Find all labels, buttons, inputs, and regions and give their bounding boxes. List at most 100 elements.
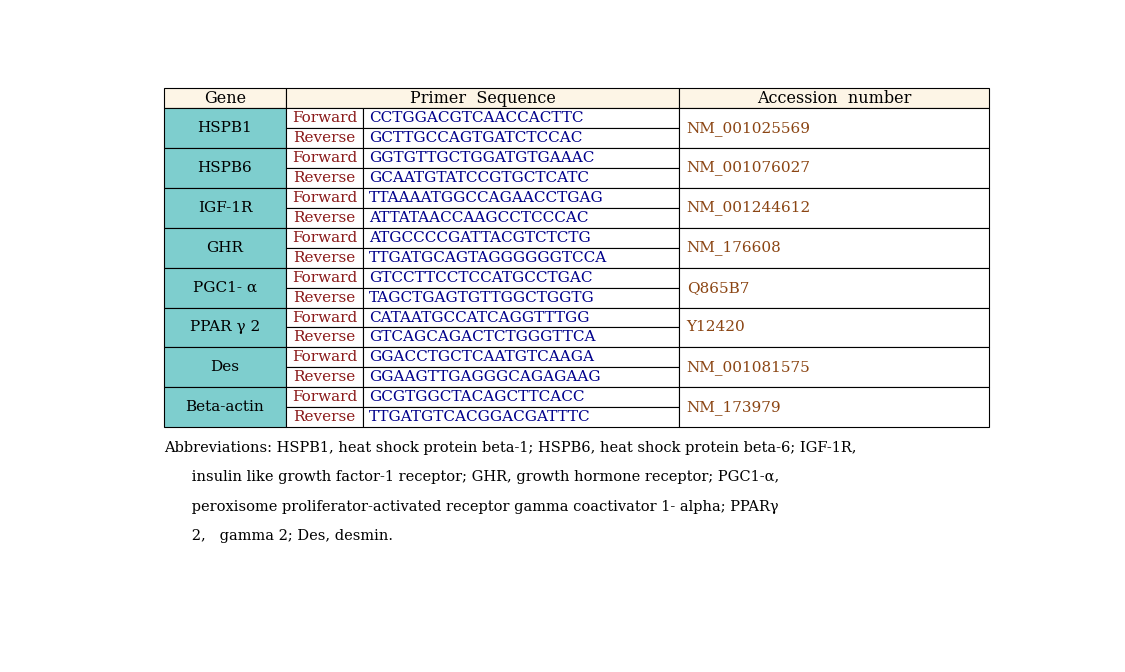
Text: GCAATGTATCCGTGCTCATC: GCAATGTATCCGTGCTCATC	[369, 171, 590, 185]
Text: Reverse: Reverse	[294, 131, 356, 145]
Text: TTGATGCAGTAGGGGGGTCCA: TTGATGCAGTAGGGGGGTCCA	[369, 251, 608, 265]
Bar	[164, 88, 286, 108]
Bar	[362, 168, 678, 188]
Text: Reverse: Reverse	[294, 370, 356, 384]
Bar	[286, 88, 678, 108]
Bar	[678, 387, 989, 427]
Text: Y12420: Y12420	[686, 321, 746, 335]
Text: insulin like growth factor-1 receptor; GHR, growth hormone receptor; PGC1-α,: insulin like growth factor-1 receptor; G…	[164, 470, 780, 485]
Bar	[286, 368, 362, 387]
Text: GHR: GHR	[207, 241, 243, 255]
Bar	[362, 228, 678, 248]
Text: CATAATGCCATCAGGTTTGG: CATAATGCCATCAGGTTTGG	[369, 310, 590, 325]
Text: Forward: Forward	[291, 271, 357, 285]
Bar	[362, 407, 678, 427]
Bar	[164, 347, 286, 387]
Text: PPAR γ 2: PPAR γ 2	[190, 321, 260, 335]
Bar	[286, 188, 362, 208]
Bar	[678, 228, 989, 267]
Bar	[678, 108, 989, 148]
Text: Reverse: Reverse	[294, 410, 356, 424]
Text: Forward: Forward	[291, 112, 357, 125]
Text: Forward: Forward	[291, 191, 357, 205]
Text: NM_001081575: NM_001081575	[686, 360, 810, 375]
Bar	[286, 128, 362, 148]
Text: GGACCTGCTCAATGTCAAGA: GGACCTGCTCAATGTCAAGA	[369, 350, 594, 364]
Text: GCGTGGCTACAGCTTCACC: GCGTGGCTACAGCTTCACC	[369, 390, 585, 405]
Bar	[286, 148, 362, 168]
Text: Primer  Sequence: Primer Sequence	[410, 90, 556, 107]
Text: GGTGTTGCTGGATGTGAAAC: GGTGTTGCTGGATGTGAAAC	[369, 151, 594, 165]
Text: NM_176608: NM_176608	[686, 241, 782, 255]
Bar	[164, 387, 286, 427]
Bar	[362, 267, 678, 288]
Text: ATTATAACCAAGCCTCCCAC: ATTATAACCAAGCCTCCCAC	[369, 211, 588, 225]
Bar	[286, 108, 362, 128]
Text: NM_173979: NM_173979	[686, 400, 781, 415]
Bar	[286, 168, 362, 188]
Bar	[164, 267, 286, 308]
Text: Forward: Forward	[291, 230, 357, 245]
Text: GCTTGCCAGTGATCTCCAC: GCTTGCCAGTGATCTCCAC	[369, 131, 583, 145]
Text: peroxisome proliferator-activated receptor gamma coactivator 1- alpha; PPARγ: peroxisome proliferator-activated recept…	[164, 499, 778, 513]
Text: IGF-1R: IGF-1R	[198, 201, 252, 215]
Text: Abbreviations: HSPB1, heat shock protein beta-1; HSPB6, heat shock protein beta-: Abbreviations: HSPB1, heat shock protein…	[164, 441, 856, 455]
Bar	[164, 308, 286, 347]
Bar	[362, 108, 678, 128]
Text: NM_001076027: NM_001076027	[686, 161, 811, 175]
Text: CCTGGACGTCAACCACTTC: CCTGGACGTCAACCACTTC	[369, 112, 584, 125]
Bar	[286, 347, 362, 368]
Bar	[362, 387, 678, 407]
Bar	[286, 208, 362, 228]
Text: Reverse: Reverse	[294, 211, 356, 225]
Text: Forward: Forward	[291, 151, 357, 165]
Text: 2,   gamma 2; Des, desmin.: 2, gamma 2; Des, desmin.	[164, 529, 393, 543]
Text: ATGCCCCGATTACGTCTCTG: ATGCCCCGATTACGTCTCTG	[369, 230, 591, 245]
Text: GGAAGTTGAGGGCAGAGAAG: GGAAGTTGAGGGCAGAGAAG	[369, 370, 601, 384]
Text: Des: Des	[210, 360, 240, 374]
Bar	[362, 188, 678, 208]
Bar	[286, 327, 362, 347]
Text: HSPB6: HSPB6	[198, 161, 252, 175]
Text: Forward: Forward	[291, 350, 357, 364]
Bar	[362, 327, 678, 347]
Text: Accession  number: Accession number	[757, 90, 911, 107]
Bar	[362, 308, 678, 327]
Bar	[286, 267, 362, 288]
Bar	[678, 148, 989, 188]
Text: Reverse: Reverse	[294, 290, 356, 304]
Text: HSPB1: HSPB1	[198, 121, 252, 135]
Bar	[164, 228, 286, 267]
Bar	[286, 248, 362, 267]
Bar	[678, 88, 989, 108]
Bar	[286, 288, 362, 308]
Text: Forward: Forward	[291, 310, 357, 325]
Bar	[362, 347, 678, 368]
Bar	[286, 308, 362, 327]
Text: TTAAAATGGCCAGAACCTGAG: TTAAAATGGCCAGAACCTGAG	[369, 191, 604, 205]
Text: NM_001025569: NM_001025569	[686, 121, 811, 136]
Bar	[678, 347, 989, 387]
Text: Reverse: Reverse	[294, 171, 356, 185]
Bar	[362, 248, 678, 267]
Bar	[286, 407, 362, 427]
Bar	[678, 188, 989, 228]
Text: Forward: Forward	[291, 390, 357, 405]
Bar	[362, 148, 678, 168]
Bar	[678, 308, 989, 347]
Bar	[164, 108, 286, 148]
Bar	[164, 148, 286, 188]
Bar	[286, 387, 362, 407]
Bar	[286, 228, 362, 248]
Text: Q865B7: Q865B7	[686, 281, 749, 294]
Text: Gene: Gene	[204, 90, 246, 107]
Bar	[362, 208, 678, 228]
Text: GTCCTTCCTCCATGCCTGAC: GTCCTTCCTCCATGCCTGAC	[369, 271, 593, 285]
Text: TTGATGTCACGGACGATTTC: TTGATGTCACGGACGATTTC	[369, 410, 591, 424]
Text: GTCAGCAGACTCTGGGTTCA: GTCAGCAGACTCTGGGTTCA	[369, 331, 595, 345]
Bar	[164, 188, 286, 228]
Bar	[678, 267, 989, 308]
Bar	[362, 128, 678, 148]
Text: Reverse: Reverse	[294, 331, 356, 345]
Text: Beta-actin: Beta-actin	[186, 401, 264, 414]
